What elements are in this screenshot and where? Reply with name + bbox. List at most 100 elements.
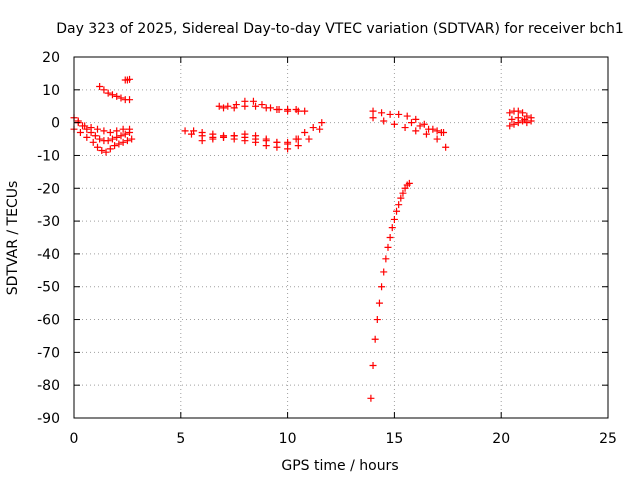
data-point bbox=[378, 109, 386, 117]
data-point bbox=[407, 119, 415, 127]
data-point bbox=[126, 96, 134, 104]
data-point bbox=[514, 107, 522, 115]
data-point bbox=[386, 234, 394, 241]
data-point bbox=[405, 179, 413, 187]
data-point bbox=[121, 130, 129, 138]
data-point bbox=[397, 194, 405, 202]
data-point bbox=[113, 133, 121, 141]
data-point bbox=[76, 128, 84, 136]
data-point bbox=[115, 140, 123, 148]
data-point bbox=[252, 102, 260, 110]
data-point bbox=[369, 361, 377, 369]
x-tick-label: 25 bbox=[599, 431, 617, 447]
data-point bbox=[384, 243, 392, 251]
y-tick-label: -40 bbox=[37, 247, 60, 263]
data-point bbox=[416, 122, 424, 130]
x-tick-labels: 0 5 10 15 20 25 bbox=[70, 431, 617, 447]
data-point bbox=[378, 283, 386, 291]
data-point bbox=[369, 114, 377, 122]
data-point bbox=[373, 316, 381, 324]
data-point bbox=[241, 137, 249, 145]
data-point bbox=[521, 115, 529, 123]
data-point bbox=[294, 135, 302, 143]
y-tick-label: -80 bbox=[37, 378, 60, 394]
y-tick-label: -50 bbox=[37, 280, 60, 296]
data-point bbox=[375, 299, 383, 307]
data-point bbox=[284, 107, 292, 115]
data-point bbox=[367, 394, 375, 402]
series-arc-d bbox=[96, 83, 134, 104]
y-tick-label: 0 bbox=[51, 116, 60, 132]
data-point bbox=[412, 115, 420, 123]
data-point bbox=[249, 97, 257, 105]
data-point bbox=[442, 143, 450, 151]
y-axis-label: SDTVAR / TECUs bbox=[5, 181, 21, 296]
data-point bbox=[380, 117, 388, 125]
x-axis-label: GPS time / hours bbox=[281, 458, 398, 474]
data-point bbox=[412, 127, 420, 135]
data-point bbox=[273, 106, 281, 114]
data-point bbox=[100, 127, 108, 135]
data-point bbox=[220, 104, 228, 112]
data-point bbox=[104, 89, 112, 97]
data-point bbox=[104, 137, 112, 145]
data-point bbox=[425, 125, 433, 133]
data-point bbox=[284, 140, 292, 148]
data-point bbox=[198, 137, 206, 145]
y-tick-label: -70 bbox=[37, 345, 60, 361]
data-point bbox=[390, 215, 398, 223]
x-tick-label: 15 bbox=[385, 431, 403, 447]
x-tick-label: 0 bbox=[70, 431, 79, 447]
data-point bbox=[241, 102, 249, 110]
data-point bbox=[181, 127, 189, 135]
data-point bbox=[108, 135, 116, 143]
data-point bbox=[93, 125, 101, 133]
series-arc-q bbox=[508, 114, 535, 125]
plot-frame bbox=[73, 56, 609, 419]
data-point bbox=[305, 135, 313, 143]
data-point bbox=[230, 132, 238, 140]
data-point bbox=[433, 135, 441, 143]
data-point bbox=[294, 142, 302, 150]
series-arc-p bbox=[506, 117, 531, 130]
data-point bbox=[102, 148, 110, 156]
data-point bbox=[96, 135, 104, 143]
data-point bbox=[316, 125, 324, 133]
data-point bbox=[108, 91, 116, 99]
data-point bbox=[262, 104, 270, 112]
data-point bbox=[440, 128, 448, 136]
data-point bbox=[123, 137, 131, 145]
y-tick-label: -20 bbox=[37, 181, 60, 197]
data-point bbox=[388, 224, 396, 232]
data-point bbox=[395, 110, 403, 118]
series-arc-i bbox=[215, 97, 309, 115]
series-arc-g bbox=[187, 125, 324, 153]
data-point bbox=[224, 102, 232, 110]
data-point bbox=[380, 268, 388, 276]
series-arc-j bbox=[220, 102, 302, 115]
series-arc-o bbox=[506, 107, 535, 122]
y-tick-label: -60 bbox=[37, 313, 60, 329]
data-point bbox=[390, 120, 398, 128]
data-point bbox=[113, 92, 121, 100]
data-point bbox=[83, 133, 91, 141]
data-point bbox=[81, 122, 89, 130]
data-point bbox=[301, 128, 309, 136]
data-point bbox=[309, 124, 317, 132]
data-point bbox=[519, 109, 527, 117]
data-point bbox=[401, 124, 409, 132]
data-point bbox=[294, 107, 302, 115]
y-tick-label: -90 bbox=[37, 411, 60, 427]
data-point bbox=[393, 207, 401, 215]
data-point bbox=[100, 86, 108, 94]
data-point bbox=[527, 117, 535, 125]
series-arc-h bbox=[198, 130, 302, 148]
data-point bbox=[96, 83, 104, 91]
data-point bbox=[371, 335, 379, 343]
data-point bbox=[382, 255, 390, 263]
data-point bbox=[106, 145, 114, 153]
axis-ticks bbox=[73, 56, 609, 419]
data-point bbox=[106, 128, 114, 136]
series-arc-n bbox=[407, 119, 448, 136]
